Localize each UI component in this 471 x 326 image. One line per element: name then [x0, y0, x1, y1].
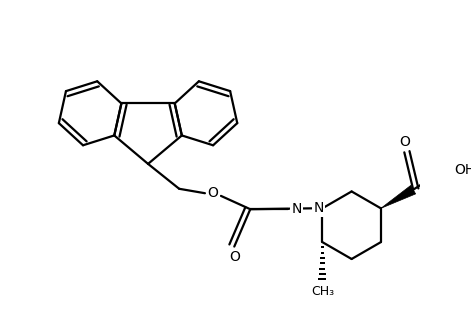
- Text: O: O: [399, 135, 410, 149]
- Text: N: N: [292, 202, 302, 216]
- Polygon shape: [381, 185, 415, 208]
- Text: OH: OH: [454, 163, 471, 177]
- Text: O: O: [229, 250, 240, 264]
- Text: N: N: [314, 201, 324, 215]
- Text: CH₃: CH₃: [311, 285, 334, 298]
- Text: O: O: [208, 186, 219, 200]
